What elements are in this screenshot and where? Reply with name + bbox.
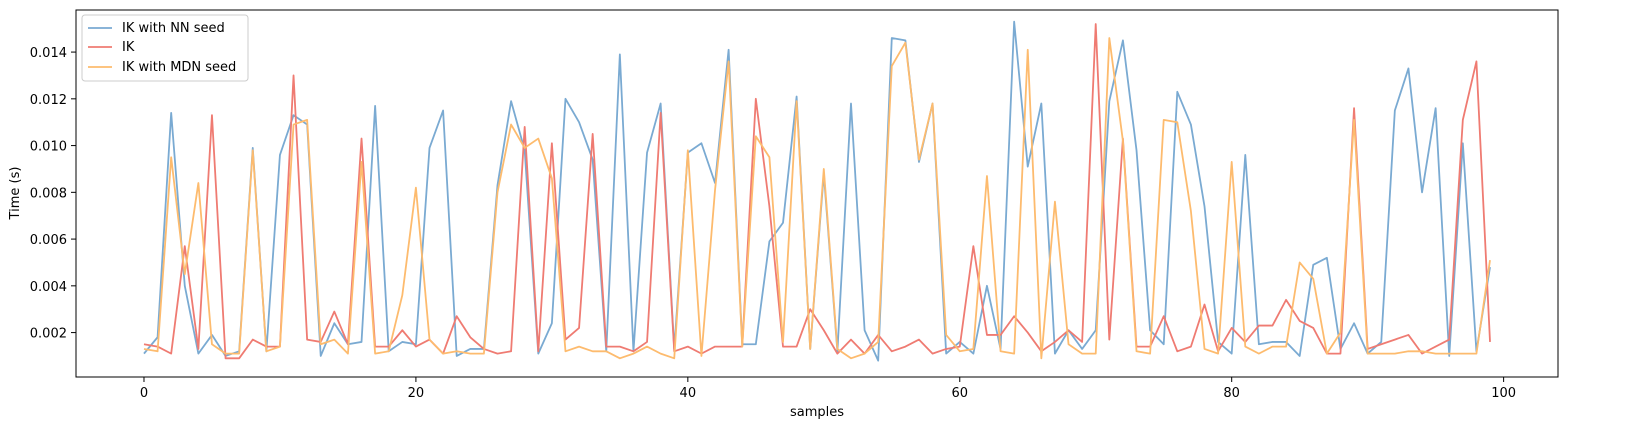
x-tick-label: 100 [1491,386,1516,401]
x-tick-label: 0 [140,386,148,401]
x-tick-label: 60 [951,386,968,401]
y-tick-label: 0.004 [30,280,67,295]
series-line-ik [143,23,1491,360]
x-tick-label: 20 [408,386,425,401]
x-tick-label: 80 [1223,386,1240,401]
series-layer [143,20,1491,362]
y-tick-label: 0.006 [30,233,67,248]
x-axis-label: samples [790,405,844,420]
legend-label-ik-with-nn-seed: IK with NN seed [122,21,225,36]
y-tick-label: 0.014 [30,46,67,61]
legend-label-ik: IK [122,40,135,55]
y-axis: 0.002 0.004 0.006 0.008 0.010 0.012 0.014 [30,46,76,342]
y-axis-label: Time (s) [8,167,23,221]
x-axis: 0 20 40 60 80 100 [140,377,1516,401]
legend-frame [81,14,249,82]
y-tick-label: 0.002 [30,327,67,342]
legend: IK with NN seed IK IK with MDN seed [81,14,249,82]
legend-label-ik-with-mdn-seed: IK with MDN seed [122,60,236,75]
y-tick-label: 0.008 [30,186,67,201]
y-tick-label: 0.012 [30,93,67,108]
x-tick-label: 40 [680,386,697,401]
series-line-ik-with-mdn-seed [143,37,1491,360]
y-tick-label: 0.010 [30,140,67,155]
plot-frame [75,9,1559,378]
